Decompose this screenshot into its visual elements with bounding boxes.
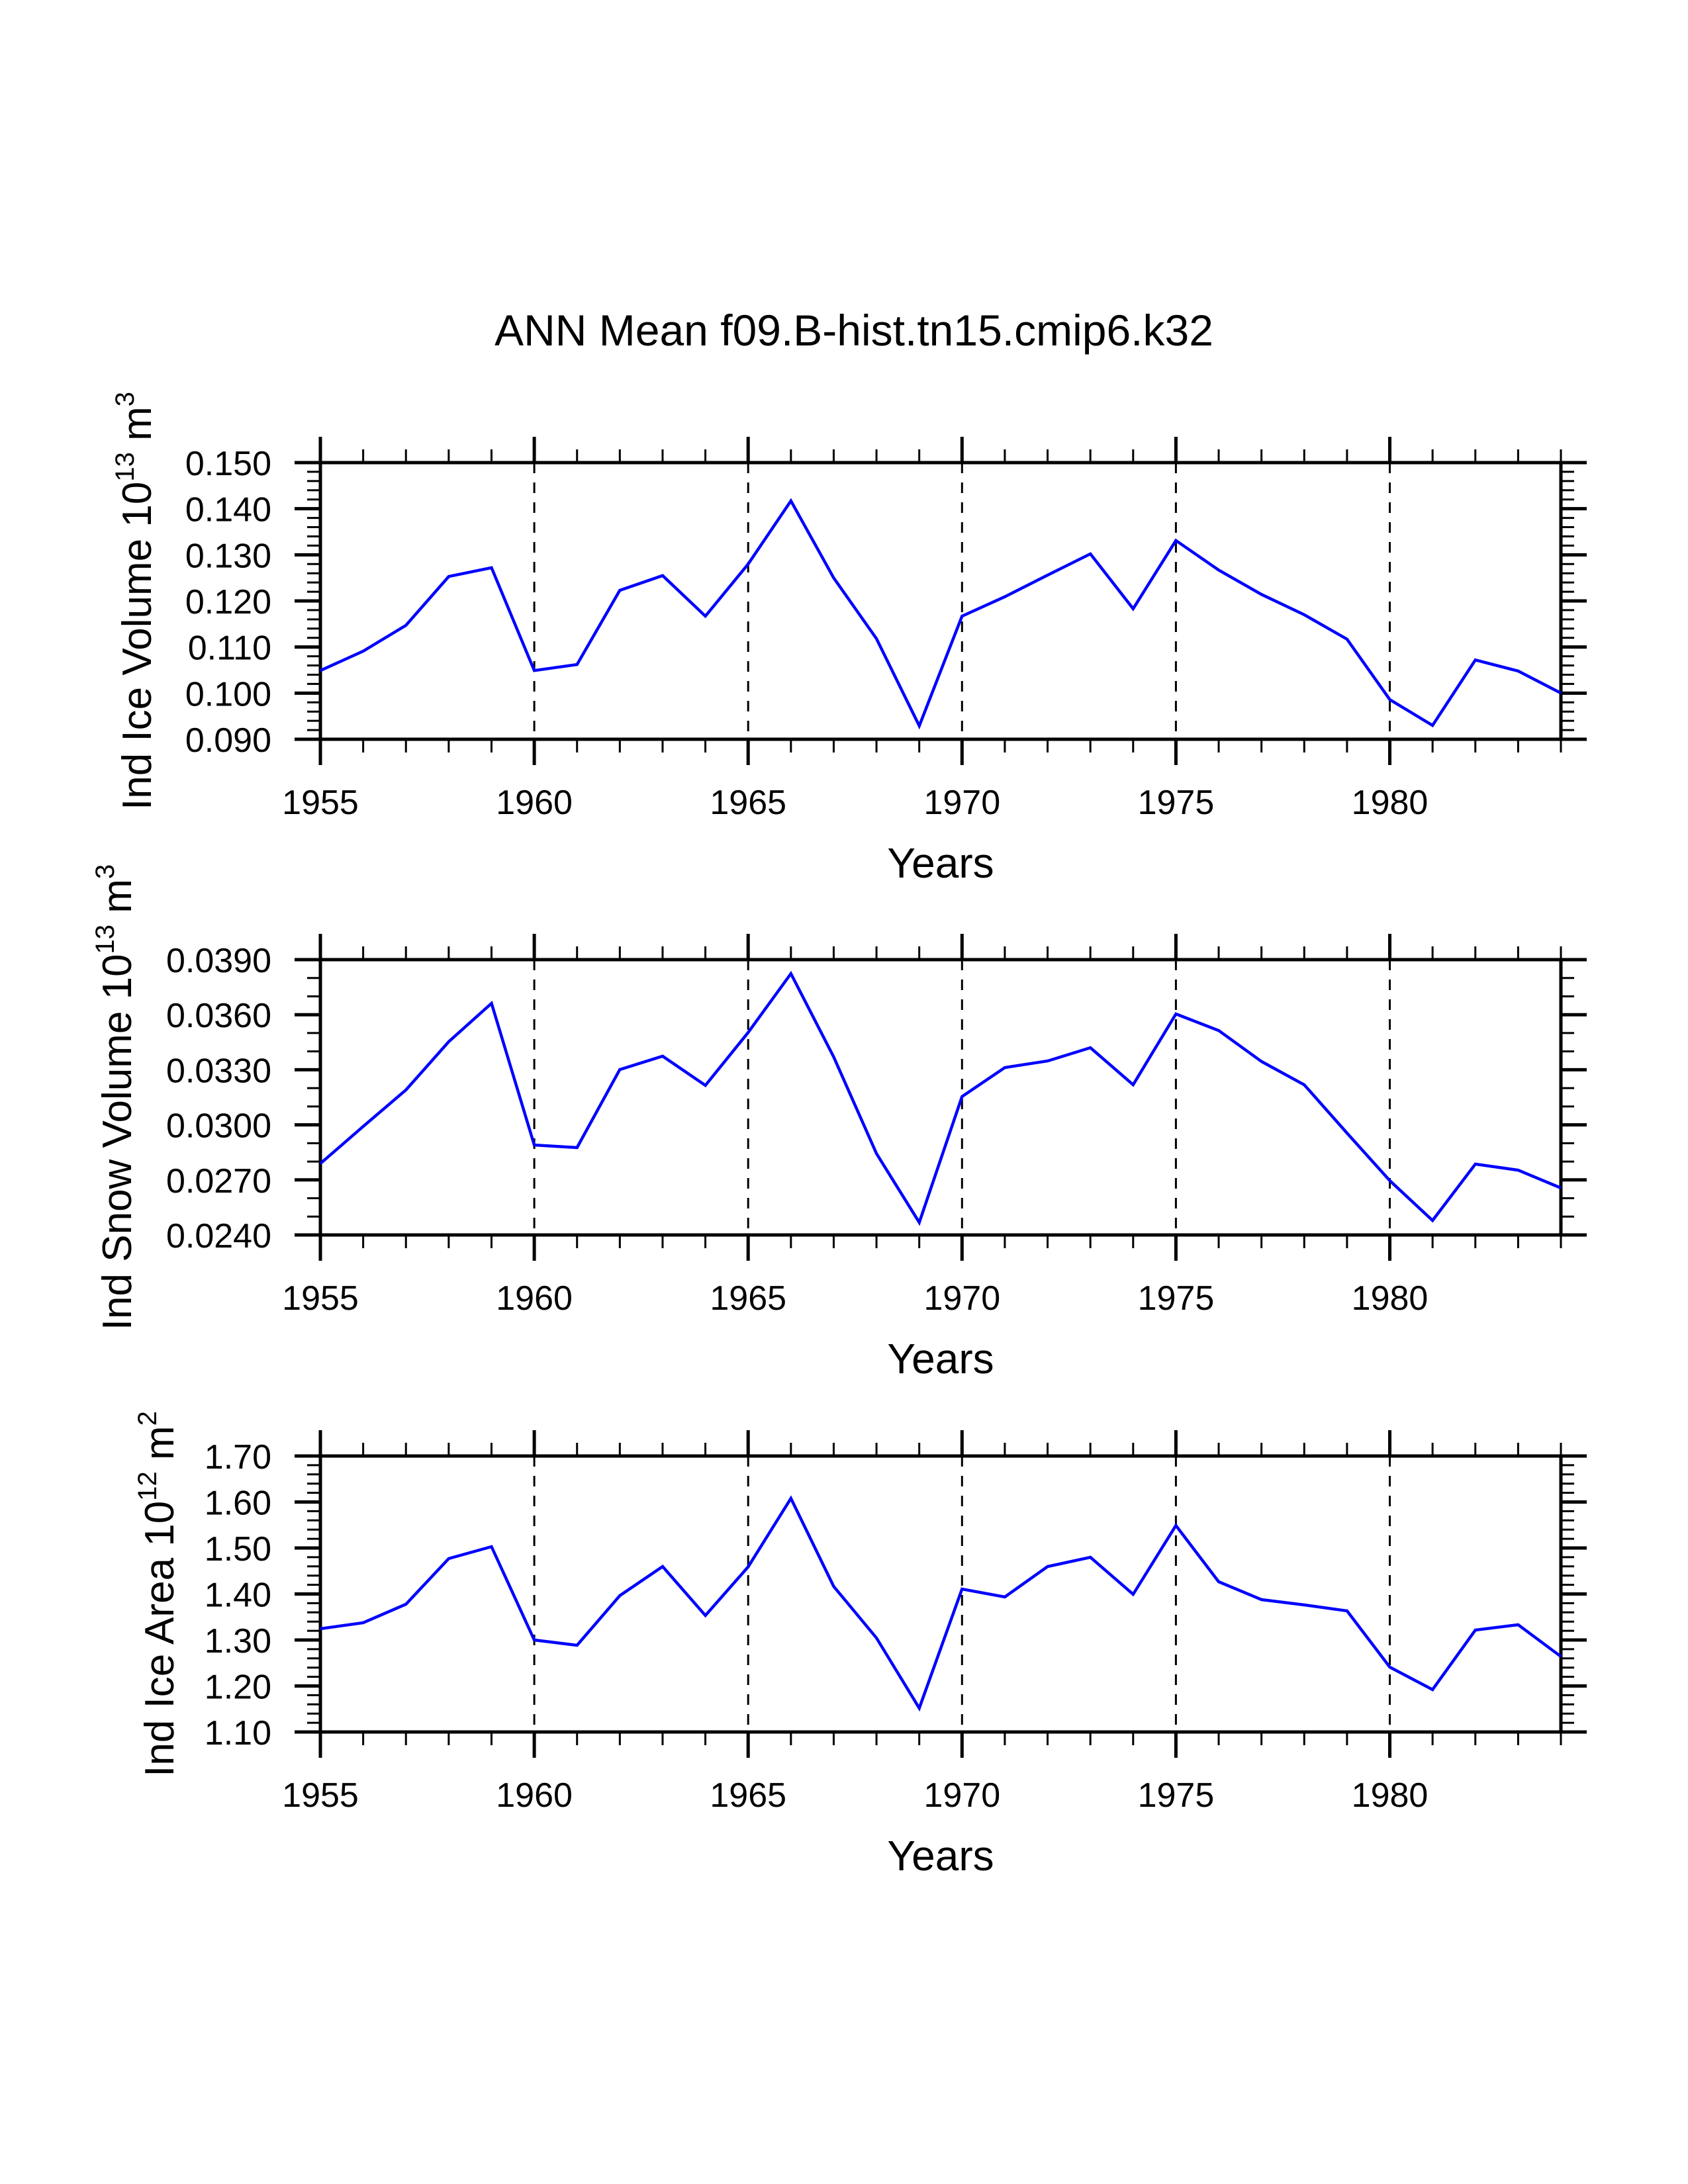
x-axis-label: Years	[887, 1832, 994, 1880]
y-axis-label: Ind Snow Volume 1013 m3	[91, 864, 140, 1330]
y-tick-label: 0.150	[185, 445, 271, 483]
x-tick-label: 1955	[282, 1776, 359, 1815]
y-axis-label-exponent: 13	[91, 925, 120, 954]
y-axis-label-exponent: 12	[133, 1471, 162, 1501]
y-tick-label: 1.40	[205, 1576, 271, 1615]
x-tick-label: 1960	[496, 1279, 573, 1318]
y-axis-label-unit-exponent: 3	[111, 392, 140, 406]
y-axis-label-text: Ind Ice Volume 10	[115, 482, 160, 810]
x-axis-label: Years	[887, 1335, 994, 1383]
x-axis-label: Years	[887, 839, 994, 887]
y-tick-label: 1.50	[205, 1530, 271, 1569]
y-tick-label: 0.0360	[166, 997, 271, 1035]
y-axis-label: Ind Ice Area 1012 m2	[133, 1411, 183, 1777]
panel-ice-volume: 1955 1960 1965 1970 1975 1980 0.090 0.100 0.110 0…	[111, 392, 1587, 887]
y-tick-label: 0.0270	[166, 1162, 271, 1201]
y-axis-label-unit-exponent: 3	[91, 864, 120, 879]
y-axis-label-unit: m	[95, 879, 140, 925]
panel-snow-volume: 1955 1960 1965 1970 1975 1980 0.0240 0.0270 0.03…	[91, 864, 1587, 1383]
plot-frame	[318, 1454, 1563, 1734]
y-tick-label: 0.0240	[166, 1217, 271, 1255]
x-tick-label: 1960	[496, 784, 573, 822]
y-axis-label-unit: m	[115, 406, 160, 452]
y-tick-label: 1.70	[205, 1438, 271, 1477]
figure-title: ANN Mean f09.B-hist.tn15.cmip6.k32	[494, 306, 1213, 355]
y-tick-label: 1.60	[205, 1484, 271, 1523]
y-axis-label-exponent: 13	[111, 452, 140, 482]
x-tick-label: 1975	[1138, 784, 1215, 822]
x-tick-label: 1970	[923, 784, 1000, 822]
x-tick-label: 1980	[1352, 784, 1429, 822]
y-axis-label-text: Ind Snow Volume 10	[95, 954, 140, 1330]
y-axis-label-text: Ind Ice Area 10	[137, 1501, 183, 1777]
y-tick-label: 0.140	[185, 491, 271, 529]
y-tick-label: 1.10	[205, 1714, 271, 1752]
series-line-ice-area	[320, 1495, 1562, 1712]
y-axis-label-unit: m	[137, 1426, 183, 1471]
x-tick-label: 1970	[923, 1776, 1000, 1815]
y-tick-label: 0.120	[185, 583, 271, 621]
x-tick-label: 1965	[710, 784, 786, 822]
y-tick-label: 0.0300	[166, 1107, 271, 1146]
plot-frame	[318, 461, 1563, 741]
x-tick-label: 1975	[1138, 1279, 1215, 1318]
y-tick-label: 0.110	[188, 629, 271, 668]
x-tick-label: 1955	[282, 1279, 359, 1318]
x-tick-label: 1975	[1138, 1776, 1215, 1815]
x-tick-label: 1980	[1352, 1776, 1429, 1815]
y-tick-label: 0.090	[185, 721, 271, 760]
y-tick-label: 0.130	[185, 537, 271, 575]
y-axis-label: Ind Ice Volume 1013 m3	[111, 392, 160, 810]
series-line-ice-volume	[320, 498, 1562, 730]
y-tick-label: 1.20	[205, 1668, 271, 1707]
y-axis-label-unit-exponent: 2	[133, 1411, 162, 1426]
y-tick-label: 0.0390	[166, 942, 271, 980]
x-tick-label: 1965	[710, 1279, 786, 1318]
series-line-snow-volume	[319, 970, 1562, 1226]
x-tick-label: 1965	[710, 1776, 786, 1815]
x-tick-label: 1980	[1352, 1279, 1429, 1318]
x-tick-label: 1955	[282, 784, 359, 822]
x-tick-label: 1970	[923, 1279, 1000, 1318]
y-tick-label: 0.100	[185, 675, 271, 713]
y-tick-label: 0.0330	[166, 1052, 271, 1090]
x-tick-label: 1960	[496, 1776, 573, 1815]
plot-frame	[318, 958, 1563, 1237]
y-tick-label: 1.30	[205, 1622, 271, 1661]
panel-ice-area: 1955 1960 1965 1970 1975 1980 1.10 1.20 1.30 1.40…	[133, 1411, 1587, 1880]
